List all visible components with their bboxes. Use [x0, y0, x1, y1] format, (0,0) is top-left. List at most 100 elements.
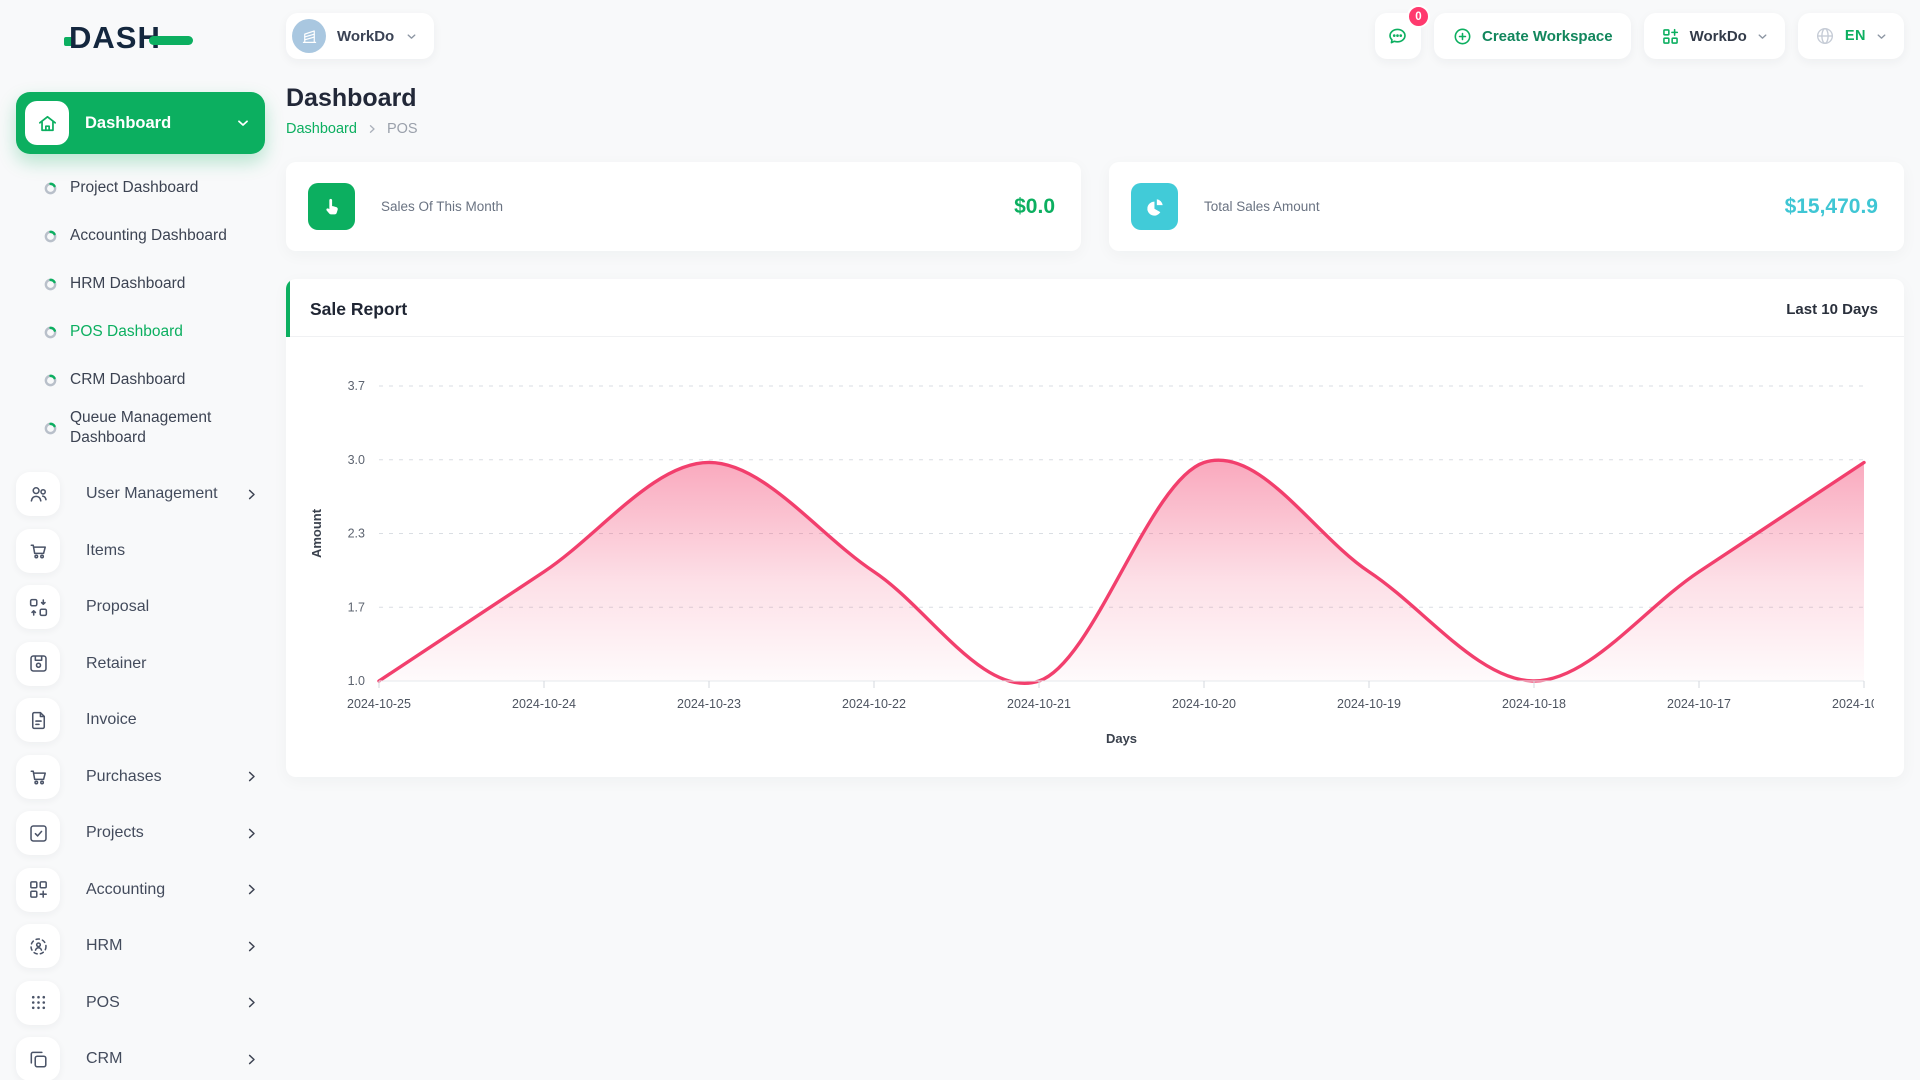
chat-bubble-icon: [1389, 28, 1407, 43]
stat-value: $15,470.9: [1784, 194, 1878, 218]
sidebar-item-user-management[interactable]: User Management: [16, 466, 265, 523]
top-bar: WorkDo 0 Create Workspace: [286, 0, 1904, 72]
sale-report-range: Last 10 Days: [1786, 301, 1878, 318]
stat-card-total-sales-amount: Total Sales Amount $15,470.9: [1109, 162, 1904, 251]
sidebar-item-projects[interactable]: Projects: [16, 805, 265, 862]
person-cycle-icon: [16, 924, 60, 969]
language-selector[interactable]: EN: [1797, 13, 1904, 59]
workspace-switcher-button[interactable]: WorkDo: [286, 13, 435, 59]
stat-label: Sales Of This Month: [381, 199, 504, 214]
sale-report-card: Sale Report Last 10 Days 1.0 1.7 2.3 3.0 3.7…: [286, 279, 1904, 777]
svg-text:2024-10-17: 2024-10-17: [1667, 697, 1731, 711]
menu-label: HRM: [86, 937, 123, 955]
sidebar-item-items[interactable]: Items: [16, 523, 265, 580]
proposal-icon: [16, 585, 60, 630]
sidebar-item-queue-management-dashboard[interactable]: Queue Management Dashboard: [44, 404, 265, 452]
sidebar-item-proposal[interactable]: Proposal: [16, 579, 265, 636]
menu-label: POS: [86, 993, 120, 1011]
language-label: EN: [1844, 28, 1866, 44]
bullet-ring-icon: [44, 422, 57, 435]
create-workspace-label: Create Workspace: [1481, 27, 1613, 45]
hand-pointer-icon: [308, 183, 355, 230]
svg-text:2.3: 2.3: [348, 527, 365, 541]
svg-text:Amount: Amount: [309, 508, 324, 558]
sidebar-item-crm[interactable]: CRM: [16, 1031, 265, 1080]
menu-label: Accounting: [86, 880, 166, 898]
sale-report-chart-wrap: 1.0 1.7 2.3 3.0 3.7 2024-10-25 2024-10-24 2024-…: [286, 337, 1904, 777]
chevron-down-icon: [407, 33, 416, 39]
menu-label: Retainer: [86, 654, 147, 672]
svg-text:2024-10-16: 2024-10-16: [1832, 697, 1874, 711]
logo-text: DASH: [69, 20, 161, 55]
svg-text:3.0: 3.0: [348, 453, 365, 467]
menu-label: Invoice: [86, 711, 137, 729]
chevron-right-icon: [244, 1052, 259, 1067]
cart-icon: [16, 754, 60, 799]
chevron-right-icon: [244, 769, 259, 784]
sidebar-item-purchases[interactable]: Purchases: [16, 749, 265, 806]
sidebar-item-project-dashboard[interactable]: Project Dashboard: [44, 164, 265, 212]
sidebar-item-hrm[interactable]: HRM: [16, 918, 265, 975]
chevron-down-icon: [1877, 33, 1886, 39]
copy-squares-icon: [16, 1037, 60, 1080]
users-icon: [16, 472, 60, 517]
create-workspace-button[interactable]: Create Workspace: [1433, 13, 1631, 59]
sidebar-item-crm-dashboard[interactable]: CRM Dashboard: [44, 356, 265, 404]
messages-count-badge: 0: [1406, 5, 1430, 28]
cart-icon: [16, 528, 60, 573]
page-head: Dashboard Dashboard POS: [286, 84, 1904, 137]
bullet-ring-icon: [44, 278, 57, 291]
pie-chart-icon: [1131, 183, 1178, 230]
sidebar-item-accounting-dashboard[interactable]: Accounting Dashboard: [44, 212, 265, 260]
menu-label: Purchases: [86, 767, 162, 785]
dashboard-submenu: Project Dashboard Accounting Dashboard H…: [16, 154, 265, 456]
messages-button[interactable]: 0: [1374, 5, 1430, 59]
sale-report-title: Sale Report: [310, 299, 408, 319]
chevron-down-icon: [1758, 33, 1767, 39]
svg-text:1.7: 1.7: [348, 600, 365, 614]
app-logo[interactable]: DASH: [64, 18, 265, 58]
home-icon: [25, 101, 69, 145]
breadcrumb-dashboard-link[interactable]: Dashboard: [286, 121, 357, 137]
sidebar-item-hrm-dashboard[interactable]: HRM Dashboard: [44, 260, 265, 308]
subnav-label: CRM Dashboard: [70, 370, 186, 388]
workspace-name: WorkDo: [337, 27, 395, 45]
card-accent-bar: [286, 279, 290, 337]
globe-icon: [1816, 27, 1833, 45]
svg-text:3.7: 3.7: [348, 379, 365, 393]
subnav-label: POS Dashboard: [70, 322, 183, 340]
svg-text:1.0: 1.0: [348, 674, 365, 688]
stat-label: Total Sales Amount: [1204, 199, 1320, 214]
sidebar: DASH Dashboard Project Dashboard Account…: [0, 0, 285, 1080]
check-square-icon: [16, 811, 60, 856]
svg-text:2024-10-20: 2024-10-20: [1172, 697, 1236, 711]
workspace-dropdown[interactable]: WorkDo: [1643, 13, 1785, 59]
svg-text:2024-10-22: 2024-10-22: [842, 697, 906, 711]
grid-plus-icon: [16, 867, 60, 912]
chevron-right-icon: [244, 487, 259, 502]
menu-label: Items: [86, 541, 126, 559]
stats-row: Sales Of This Month $0.0 Total Sales Amo…: [286, 162, 1904, 251]
sidebar-menu: User Management Items Proposal: [16, 466, 265, 1080]
document-icon: [16, 698, 60, 743]
chevron-right-icon: [244, 995, 259, 1010]
sale-report-header: Sale Report Last 10 Days: [286, 279, 1904, 337]
grid-plus-icon: [1662, 28, 1678, 44]
sidebar-item-pos[interactable]: POS: [16, 975, 265, 1032]
breadcrumb-current: POS: [386, 121, 418, 137]
svg-text:2024-10-18: 2024-10-18: [1502, 697, 1566, 711]
top-right-actions: 0 Create Workspace WorkDo EN: [1374, 5, 1904, 59]
menu-label: CRM: [86, 1050, 123, 1068]
building-icon: [292, 19, 326, 53]
svg-text:2024-10-24: 2024-10-24: [512, 697, 576, 711]
main-area: WorkDo 0 Create Workspace: [285, 0, 1920, 777]
sidebar-item-accounting[interactable]: Accounting: [16, 862, 265, 919]
sidebar-item-pos-dashboard[interactable]: POS Dashboard: [44, 308, 265, 356]
breadcrumb: Dashboard POS: [286, 121, 1904, 137]
chevron-down-icon: [235, 115, 251, 131]
sidebar-item-invoice[interactable]: Invoice: [16, 692, 265, 749]
sidebar-item-dashboard[interactable]: Dashboard: [16, 92, 265, 154]
bullet-ring-icon: [44, 326, 57, 339]
chevron-right-icon: [369, 125, 375, 133]
sidebar-item-retainer[interactable]: Retainer: [16, 636, 265, 693]
